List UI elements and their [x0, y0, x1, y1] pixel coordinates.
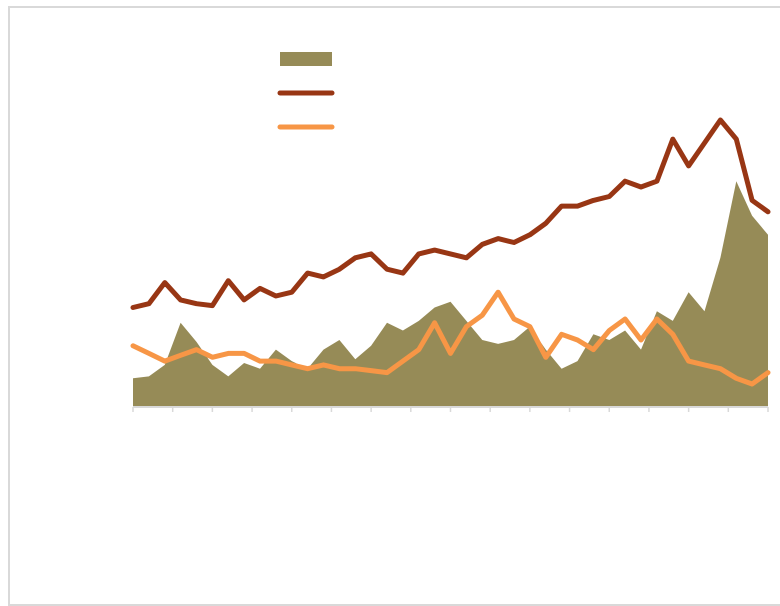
legend-swatch-1 [280, 52, 332, 66]
series-3-line [130, 289, 771, 387]
series-1-area [133, 181, 768, 407]
legend [277, 52, 335, 130]
series-2-line [130, 117, 771, 310]
plot-area [130, 117, 771, 412]
